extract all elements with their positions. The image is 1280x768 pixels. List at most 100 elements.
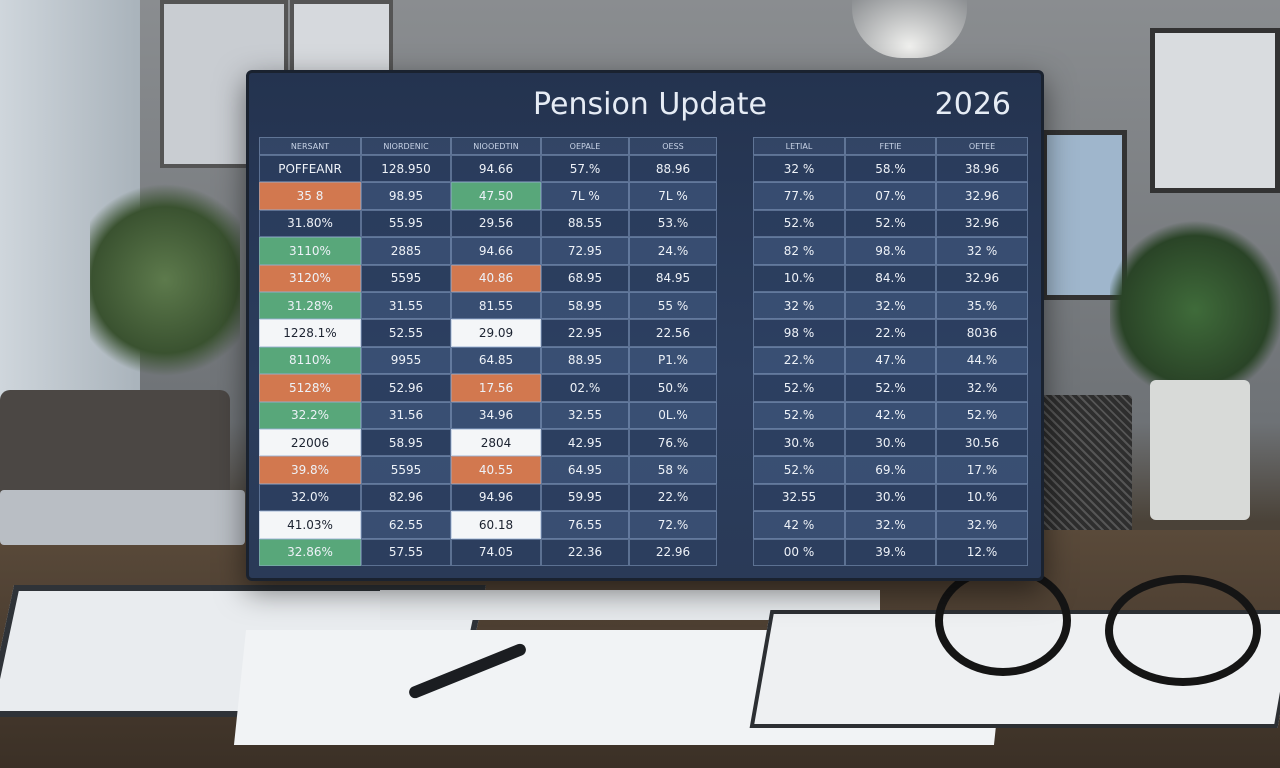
table-cell: 38.96 <box>936 155 1028 183</box>
table-cell: 55.95 <box>361 209 451 238</box>
table-cell: 0L.% <box>629 401 717 429</box>
chair <box>0 390 230 500</box>
table-cell: 32.% <box>845 292 936 320</box>
table-cell: 82.96 <box>361 483 451 512</box>
table-cell: 64.85 <box>451 346 541 375</box>
table-cell: 8110% <box>259 346 361 375</box>
table-cell: 22.% <box>845 319 936 347</box>
table-cell: 32.2% <box>259 401 361 429</box>
table-cell: 35.% <box>936 292 1028 320</box>
column-header: LETIAL <box>753 137 845 155</box>
column-header: OETEE <box>936 137 1028 155</box>
table-cell: 72.% <box>629 511 717 539</box>
title: Pension Update <box>532 87 767 122</box>
table-cell: 3120% <box>259 264 361 292</box>
table-cell: 55 % <box>629 292 717 320</box>
table-cell: 52.% <box>753 456 845 484</box>
table-cell: 9955 <box>361 346 451 375</box>
table-cell: 52.96 <box>361 374 451 402</box>
table-cell: 31.56 <box>361 401 451 429</box>
table-cell: 22.95 <box>541 319 629 347</box>
table-cell: 39.% <box>845 538 936 566</box>
table-cell: 94.96 <box>451 483 541 512</box>
table-cell: 32 % <box>753 155 845 183</box>
table-cell: 68.95 <box>541 264 629 292</box>
table-cell: 31.55 <box>361 292 451 320</box>
table-cell: 52.% <box>936 401 1028 429</box>
table-cell: 40.55 <box>451 456 541 484</box>
table-cell: 57.% <box>541 155 629 183</box>
table-cell: 98 % <box>753 319 845 347</box>
table-cell: 32.% <box>845 511 936 539</box>
table-cell: 76.% <box>629 429 717 457</box>
table-cell: 35 8 <box>259 182 361 210</box>
table-cell: 72.95 <box>541 237 629 265</box>
table-cell: 52.55 <box>361 319 451 347</box>
table-cell: 32 % <box>936 237 1028 265</box>
table-cell: 84.% <box>845 264 936 292</box>
table-cell: 31.80% <box>259 209 361 238</box>
table-cell: 32.96 <box>936 182 1028 210</box>
table-cell: 77.% <box>753 182 845 210</box>
table-cell: 31.28% <box>259 292 361 320</box>
table-cell: 32.55 <box>541 401 629 429</box>
table-cell: 39.8% <box>259 456 361 484</box>
table-cell: 84.95 <box>629 264 717 292</box>
table-cell: 69.% <box>845 456 936 484</box>
table-cell: 98.% <box>845 237 936 265</box>
table-cell: 59.95 <box>541 483 629 512</box>
table-cell: 22.% <box>629 483 717 512</box>
plant <box>1110 220 1280 400</box>
table-cell: 17.56 <box>451 374 541 402</box>
table-cell: 29.56 <box>451 209 541 238</box>
table-cell: 58.95 <box>541 292 629 320</box>
year: 2026 <box>934 87 1011 122</box>
table-cell: 30.% <box>753 429 845 457</box>
table-cell: 58.95 <box>361 429 451 457</box>
table-cell: 17.% <box>936 456 1028 484</box>
table-cell: 58 % <box>629 456 717 484</box>
table-cell: 24.% <box>629 237 717 265</box>
table-cell: 12.% <box>936 538 1028 566</box>
table-cell: 5595 <box>361 264 451 292</box>
data-table: NERSANT NIORDENIC NIOOEDTIN OEPALE OESS LETIA… <box>249 73 1041 578</box>
table-cell: POFFEANR <box>259 155 361 183</box>
table-cell: 53.% <box>629 209 717 238</box>
table-cell: 42 % <box>753 511 845 539</box>
table-cell: 8036 <box>936 319 1028 347</box>
table-cell: 42.% <box>845 401 936 429</box>
table-cell: 44.% <box>936 346 1028 375</box>
table-cell: 52.% <box>845 209 936 238</box>
table-cell: 32.% <box>936 511 1028 539</box>
table-cell: 7L % <box>541 182 629 210</box>
table-cell: 3110% <box>259 237 361 265</box>
table-cell: 52.% <box>753 401 845 429</box>
table-cell: 07.% <box>845 182 936 210</box>
table-cell: 10.% <box>936 483 1028 512</box>
table-cell: 98.95 <box>361 182 451 210</box>
plant-pot <box>1150 380 1250 520</box>
table-cell: 52.% <box>845 374 936 402</box>
table-cell: 30.% <box>845 483 936 512</box>
table-cell: 5128% <box>259 374 361 402</box>
table-cell: 29.09 <box>451 319 541 347</box>
column-header: NIORDENIC <box>361 137 451 155</box>
lamp <box>852 0 967 58</box>
column-header: NERSANT <box>259 137 361 155</box>
pen-holder <box>1040 395 1132 545</box>
table-cell: 60.18 <box>451 511 541 539</box>
table-cell: 1228.1% <box>259 319 361 347</box>
table-cell: 64.95 <box>541 456 629 484</box>
table-cell: 5595 <box>361 456 451 484</box>
table-cell: 2885 <box>361 237 451 265</box>
table-cell: 32.96 <box>936 264 1028 292</box>
column-header: FETIE <box>845 137 936 155</box>
table-cell: 76.55 <box>541 511 629 539</box>
laptop <box>0 490 245 545</box>
table-cell: 2804 <box>451 429 541 457</box>
table-cell: 22.% <box>753 346 845 375</box>
column-header: OESS <box>629 137 717 155</box>
table-cell: 32.86% <box>259 538 361 566</box>
table-cell: 22.36 <box>541 538 629 566</box>
